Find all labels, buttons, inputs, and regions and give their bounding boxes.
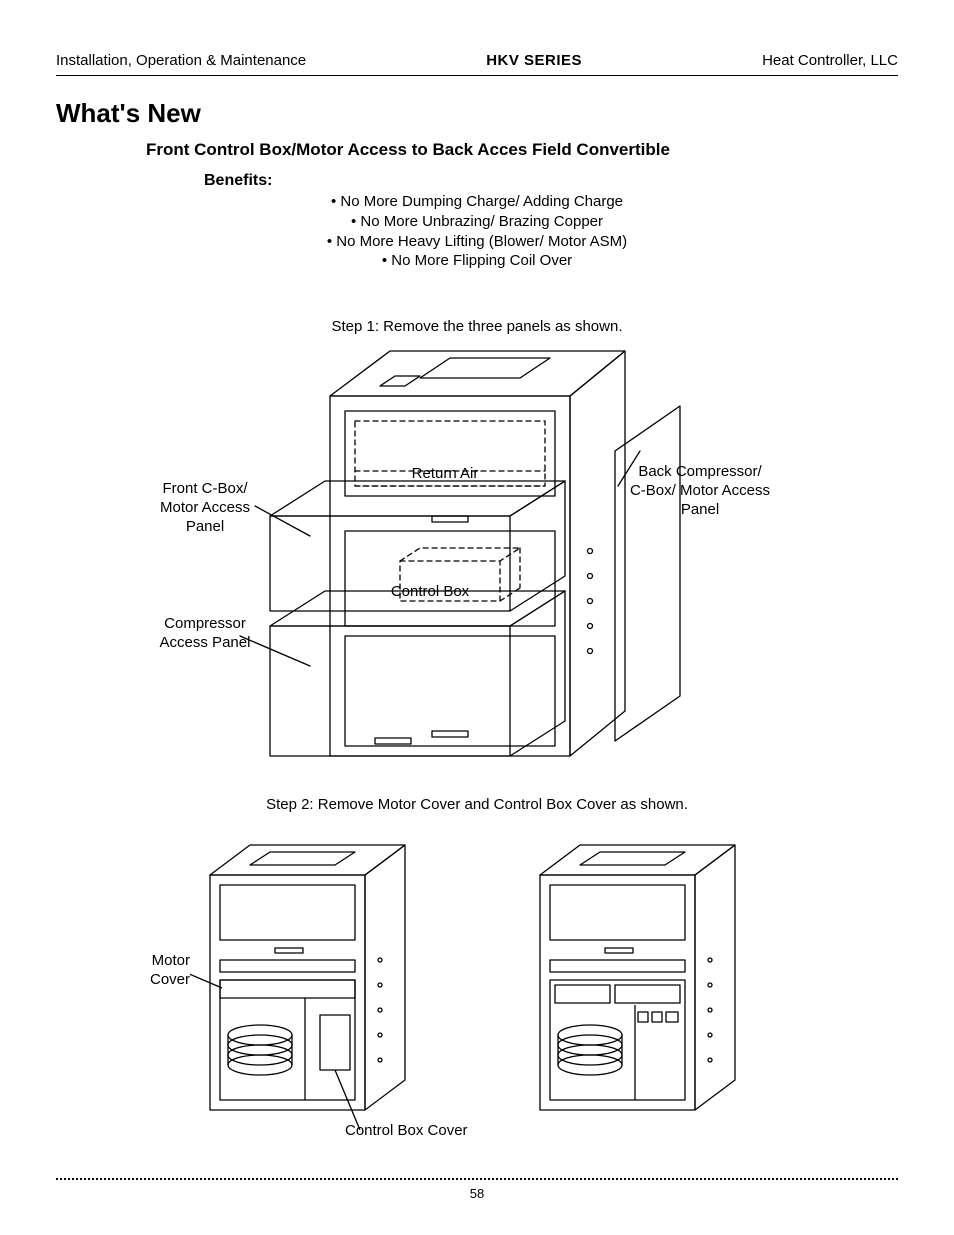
- page-header: Installation, Operation & Maintenance HK…: [56, 52, 898, 69]
- step1-label: Step 1: Remove the three panels as shown…: [0, 318, 954, 335]
- benefits-list: • No More Dumping Charge/ Adding Charge …: [0, 192, 954, 271]
- page-number: 58: [0, 1186, 954, 1201]
- benefit-item: • No More Flipping Coil Over: [0, 251, 954, 271]
- header-center: HKV SERIES: [486, 52, 582, 69]
- benefit-item: • No More Unbrazing/ Brazing Copper: [0, 212, 954, 232]
- step1-diagram: [120, 336, 820, 796]
- callout-motor-cover: Motor Cover: [130, 952, 190, 990]
- whats-new-heading: What's New: [56, 98, 201, 129]
- subtitle-heading: Front Control Box/Motor Access to Back A…: [146, 140, 670, 160]
- step2-label: Step 2: Remove Motor Cover and Control B…: [0, 796, 954, 813]
- header-right: Heat Controller, LLC: [762, 52, 898, 69]
- header-left: Installation, Operation & Maintenance: [56, 52, 306, 69]
- callout-back-panel: Back Compressor/ C-Box/ Motor Access Pan…: [610, 463, 790, 519]
- footer-rule: [56, 1178, 898, 1180]
- benefit-item: • No More Heavy Lifting (Blower/ Motor A…: [0, 232, 954, 252]
- header-rule: [56, 75, 898, 76]
- callout-return-air: Return Air: [405, 465, 485, 484]
- benefit-item: • No More Dumping Charge/ Adding Charge: [0, 192, 954, 212]
- step2-diagram-right: [520, 830, 770, 1140]
- step2-diagram-left: [190, 830, 440, 1140]
- callout-compressor-panel: Compressor Access Panel: [150, 615, 260, 653]
- callout-front-cbox: Front C-Box/ Motor Access Panel: [150, 480, 260, 536]
- callout-cbox-cover: Control Box Cover: [345, 1122, 505, 1141]
- benefits-label: Benefits:: [204, 172, 272, 190]
- callout-control-box: Control Box: [385, 583, 475, 602]
